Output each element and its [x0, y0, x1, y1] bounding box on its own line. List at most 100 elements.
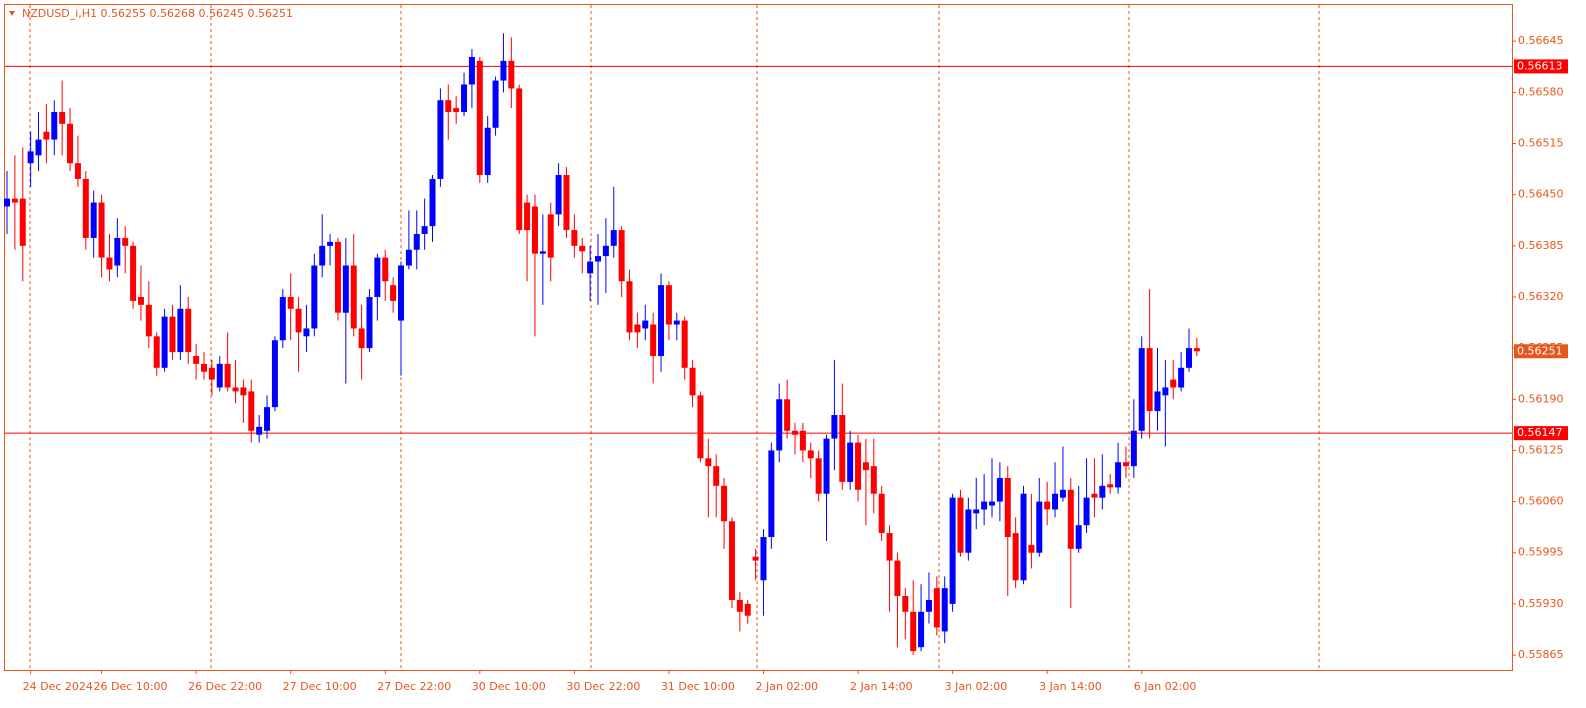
candle-body	[665, 285, 672, 325]
candle-body	[224, 363, 231, 388]
candle-body	[106, 257, 113, 270]
candle-body	[256, 426, 263, 435]
candle-body	[744, 603, 751, 616]
candle-body	[1020, 493, 1027, 581]
candle-body	[413, 234, 420, 250]
candle-body	[539, 251, 546, 254]
candle-body	[831, 415, 838, 439]
symbol-arrow	[9, 11, 15, 16]
candle-body	[965, 509, 972, 553]
candle-body	[421, 226, 428, 235]
candle-body	[618, 230, 625, 282]
candle-body	[287, 296, 294, 309]
candle-body	[697, 395, 704, 459]
x-tick-label: 26 Dec 10:00	[94, 680, 168, 693]
candle-body	[327, 241, 334, 246]
y-tick-label: 0.55865	[1518, 648, 1564, 661]
candle-body	[177, 308, 184, 353]
candle-body	[1044, 501, 1051, 510]
x-tick-label: 26 Dec 22:00	[188, 680, 262, 693]
y-tick-label: 0.56190	[1518, 392, 1564, 405]
x-tick-label: 2 Jan 14:00	[850, 680, 913, 693]
y-tick-label: 0.55930	[1518, 597, 1564, 610]
candle-body	[1170, 379, 1177, 388]
candle-body	[1178, 367, 1185, 388]
price-level-box	[1514, 426, 1568, 441]
candle-body	[311, 265, 318, 329]
candle-body	[1154, 391, 1161, 412]
y-tick-label: 0.56385	[1518, 239, 1564, 252]
candle-body	[918, 611, 925, 648]
candle-body	[949, 497, 956, 604]
candle-body	[484, 127, 491, 175]
candle-body	[839, 415, 846, 482]
candle-body	[11, 198, 18, 203]
y-tick-label: 0.56515	[1518, 137, 1564, 150]
candle-body	[673, 320, 680, 325]
candle-body	[689, 367, 696, 396]
candle-body	[721, 485, 728, 522]
candle-body	[1004, 477, 1011, 537]
candle-body	[1186, 348, 1192, 368]
candle-body	[90, 202, 97, 238]
candle-body	[1028, 544, 1035, 553]
candle-body	[563, 174, 570, 231]
candle-body	[350, 265, 357, 329]
candle-body	[208, 367, 215, 380]
candle-body	[358, 328, 365, 349]
candle-body	[1146, 348, 1153, 412]
candle-body	[1130, 430, 1137, 467]
y-tick-label: 0.56060	[1518, 495, 1564, 508]
x-tick-label: 6 Jan 02:00	[1134, 680, 1197, 693]
x-tick-label: 3 Jan 02:00	[945, 680, 1008, 693]
candle-body	[579, 245, 586, 252]
candle-body	[82, 178, 89, 238]
x-tick-label: 27 Dec 10:00	[283, 680, 357, 693]
x-tick-label: 30 Dec 10:00	[472, 680, 546, 693]
candle-body	[870, 466, 877, 494]
candle-body	[531, 206, 538, 254]
candle-body	[768, 450, 775, 537]
candle-body	[713, 466, 720, 486]
candle-body	[807, 450, 814, 459]
candle-body	[1091, 493, 1098, 498]
candle-body	[405, 249, 412, 266]
candle-body	[508, 60, 515, 89]
candle-body	[736, 599, 743, 612]
candle-body	[153, 336, 160, 368]
candle-body	[43, 131, 50, 140]
candle-body	[587, 261, 594, 274]
candle-body	[445, 100, 452, 113]
candle-body	[760, 537, 767, 581]
candle-body	[374, 257, 381, 297]
candle-body	[145, 304, 152, 337]
candle-body	[398, 265, 404, 321]
price-level-label: 0.56613	[1517, 59, 1563, 72]
y-tick-label: 0.56450	[1518, 188, 1564, 201]
candle-body	[382, 257, 389, 282]
candle-body	[1059, 489, 1066, 498]
candle-body	[626, 281, 633, 333]
candle-body	[957, 497, 964, 553]
chart-title: NZDUSD_i,H1 0.56255 0.56268 0.56245 0.56…	[22, 7, 293, 20]
candle-body	[130, 245, 137, 301]
candle-body	[862, 462, 869, 471]
candle-body	[910, 611, 917, 652]
candle-body	[1115, 462, 1122, 488]
candle-body	[468, 56, 475, 85]
candle-body	[516, 88, 523, 231]
candle-body	[19, 198, 26, 246]
candle-body	[925, 599, 932, 612]
candle-body	[185, 308, 192, 353]
candle-body	[279, 296, 286, 341]
candle-body	[122, 237, 129, 246]
x-tick-label: 3 Jan 14:00	[1039, 680, 1102, 693]
candle-body	[642, 320, 649, 329]
candle-body	[681, 320, 688, 368]
candle-body	[1099, 485, 1106, 498]
x-tick-label: 24 Dec 2024	[23, 680, 93, 693]
candle-body	[390, 285, 397, 301]
candle-body	[571, 230, 578, 246]
